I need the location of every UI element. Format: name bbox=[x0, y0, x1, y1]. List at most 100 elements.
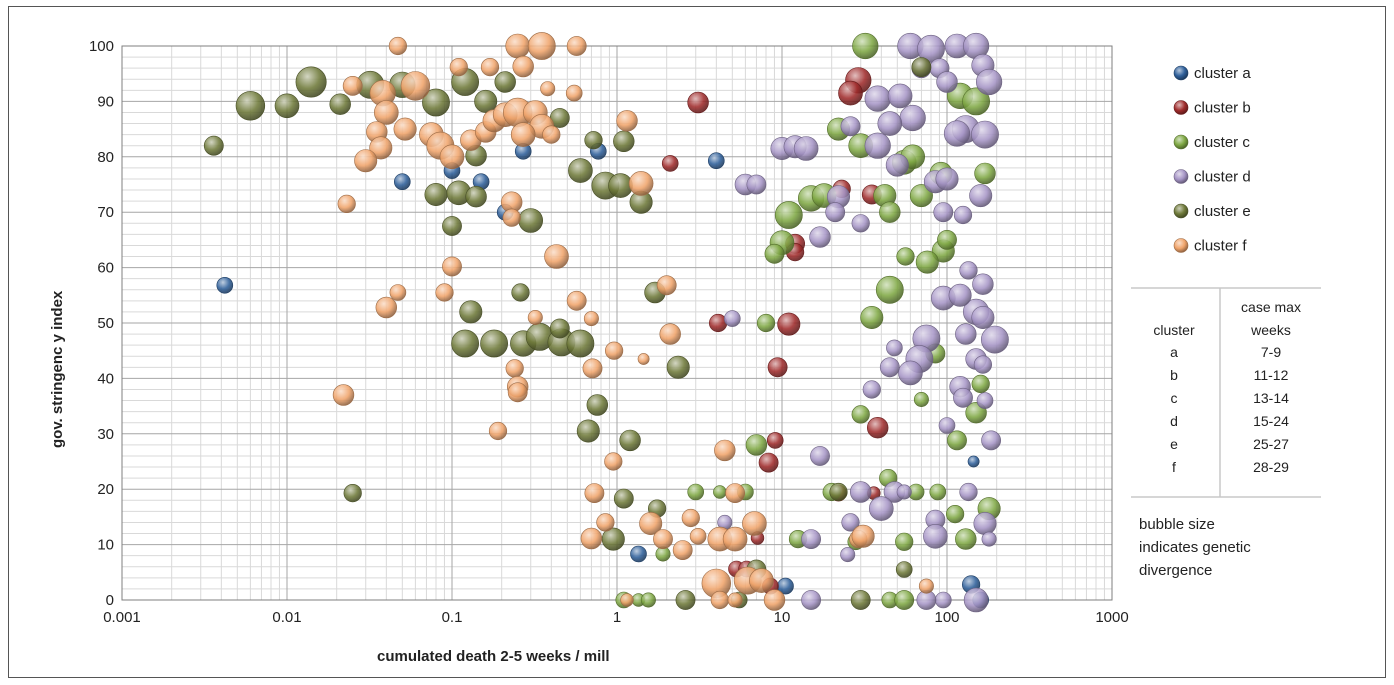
cluster-f-bubble bbox=[565, 84, 583, 102]
cluster-b-bubble bbox=[767, 357, 788, 378]
cluster-d-bubble bbox=[877, 111, 903, 136]
table-cell-weeks: 13-14 bbox=[1253, 390, 1289, 406]
cluster-c-bubble bbox=[745, 434, 768, 456]
cluster-f-bubble bbox=[681, 508, 700, 528]
cluster-c-bubble bbox=[896, 247, 915, 266]
legend-item-cluster-f: cluster f bbox=[1173, 238, 1247, 255]
cluster-e-bubble bbox=[549, 318, 570, 339]
cluster-c-bubble bbox=[937, 229, 957, 250]
table-cell-cluster: d bbox=[1170, 413, 1178, 429]
table-header-case-max-weeks: weeks bbox=[1250, 322, 1291, 338]
cluster-d-bubble bbox=[746, 174, 767, 195]
x-tick-label: 100 bbox=[934, 609, 959, 626]
cluster-c-bubble bbox=[879, 201, 901, 223]
cluster-f-bubble bbox=[505, 33, 531, 59]
legend-marker bbox=[1173, 134, 1189, 150]
cluster-b-bubble bbox=[838, 80, 863, 106]
y-tick-label: 40 bbox=[97, 370, 114, 387]
cluster-f-bubble bbox=[616, 110, 638, 132]
cluster-f-bubble bbox=[393, 117, 417, 141]
x-axis-title: cumulated death 2-5 weeks / mill bbox=[377, 648, 610, 665]
cluster-d-bubble bbox=[899, 104, 926, 132]
cluster-f-bubble bbox=[672, 540, 693, 561]
cluster-d-bubble bbox=[840, 116, 861, 137]
cluster-b-bubble bbox=[687, 91, 709, 114]
cluster-f-bubble bbox=[566, 290, 587, 311]
cluster-c-bubble bbox=[756, 313, 776, 333]
cluster-f-bubble bbox=[342, 76, 363, 96]
cluster-c-bubble bbox=[955, 528, 977, 550]
cluster-f-bubble bbox=[637, 353, 650, 365]
cluster-f-bubble bbox=[566, 36, 587, 56]
cluster-c-bubble bbox=[851, 405, 870, 424]
cluster-f-bubble bbox=[656, 275, 677, 296]
cluster-d-bubble bbox=[801, 529, 822, 550]
cluster-c-bubble bbox=[713, 485, 727, 499]
y-tick-label: 70 bbox=[97, 204, 114, 221]
cluster-d-bubble bbox=[973, 355, 993, 374]
cluster-d-bubble bbox=[885, 153, 909, 177]
y-tick-label: 100 bbox=[89, 38, 114, 55]
cluster-d-bubble bbox=[879, 357, 900, 378]
cluster-d-bubble bbox=[981, 430, 1002, 451]
cluster-c-bubble bbox=[894, 590, 915, 610]
cluster-b-bubble bbox=[777, 312, 801, 336]
cluster-f-bubble bbox=[439, 144, 465, 170]
cluster-c-bubble bbox=[974, 162, 996, 185]
cluster-c-bubble bbox=[962, 87, 991, 116]
cluster-d-bubble bbox=[955, 323, 977, 345]
cluster-d-bubble bbox=[898, 360, 923, 386]
cluster-a-bubble bbox=[393, 173, 411, 190]
cluster-d-bubble bbox=[973, 511, 997, 535]
cluster-f-bubble bbox=[583, 311, 599, 327]
note-line: indicates genetic bbox=[1139, 539, 1251, 556]
cluster-c-bubble bbox=[687, 483, 705, 501]
legend-marker bbox=[1173, 203, 1189, 219]
cluster-e-bubble bbox=[584, 131, 603, 150]
legend-marker bbox=[1173, 100, 1189, 115]
cluster-d-bubble bbox=[963, 587, 989, 613]
bubble-layer bbox=[203, 32, 1009, 613]
cluster-d-bubble bbox=[969, 184, 993, 208]
cluster-f-bubble bbox=[582, 358, 603, 379]
cluster-f-bubble bbox=[727, 592, 743, 608]
cluster-f-bubble bbox=[710, 590, 729, 610]
cluster-f-bubble bbox=[689, 527, 707, 545]
cluster-e-bubble bbox=[480, 329, 509, 358]
x-tick-label: 0.1 bbox=[442, 609, 463, 626]
cluster-f-bubble bbox=[714, 439, 736, 462]
cluster-d-bubble bbox=[981, 325, 1009, 354]
cluster-f-bubble bbox=[604, 452, 623, 471]
cluster-a-bubble bbox=[216, 276, 234, 294]
table-cell-cluster: c bbox=[1171, 390, 1178, 406]
cluster-c-bubble bbox=[971, 374, 990, 394]
cluster-c-bubble bbox=[774, 201, 803, 229]
cluster-d-bubble bbox=[943, 120, 971, 147]
x-tick-label: 1000 bbox=[1095, 609, 1128, 626]
cluster-e-bubble bbox=[465, 186, 487, 208]
cluster-f-bubble bbox=[918, 578, 934, 594]
cluster-c-bubble bbox=[913, 391, 929, 407]
cluster-b-bubble bbox=[866, 417, 889, 439]
cluster-f-bubble bbox=[725, 483, 746, 504]
cluster-a-bubble bbox=[967, 455, 980, 468]
y-tick-label: 10 bbox=[97, 537, 114, 554]
cluster-d-bubble bbox=[809, 226, 831, 248]
y-tick-labels: 0 10 20 30 40 50 60 70 80 90 100 bbox=[89, 38, 114, 609]
cluster-c-bubble bbox=[860, 305, 884, 329]
table-cell-weeks: 7-9 bbox=[1261, 344, 1281, 360]
table-cell-cluster: a bbox=[1170, 344, 1178, 360]
cluster-f-bubble bbox=[400, 71, 431, 101]
cluster-e-bubble bbox=[518, 208, 544, 233]
cluster-d-bubble bbox=[840, 547, 856, 563]
cluster-e-bubble bbox=[666, 355, 690, 379]
cluster-d-bubble bbox=[841, 513, 860, 532]
cluster-f-bubble bbox=[749, 568, 774, 593]
cluster-d-bubble bbox=[971, 120, 999, 149]
table-cell-weeks: 28-29 bbox=[1253, 459, 1289, 475]
cluster-d-bubble bbox=[793, 136, 819, 161]
cluster-e-bubble bbox=[511, 283, 530, 302]
legend-item-cluster-c: cluster c bbox=[1173, 134, 1250, 151]
cluster-f-bubble bbox=[505, 359, 524, 378]
legend-label: cluster d bbox=[1194, 169, 1251, 186]
